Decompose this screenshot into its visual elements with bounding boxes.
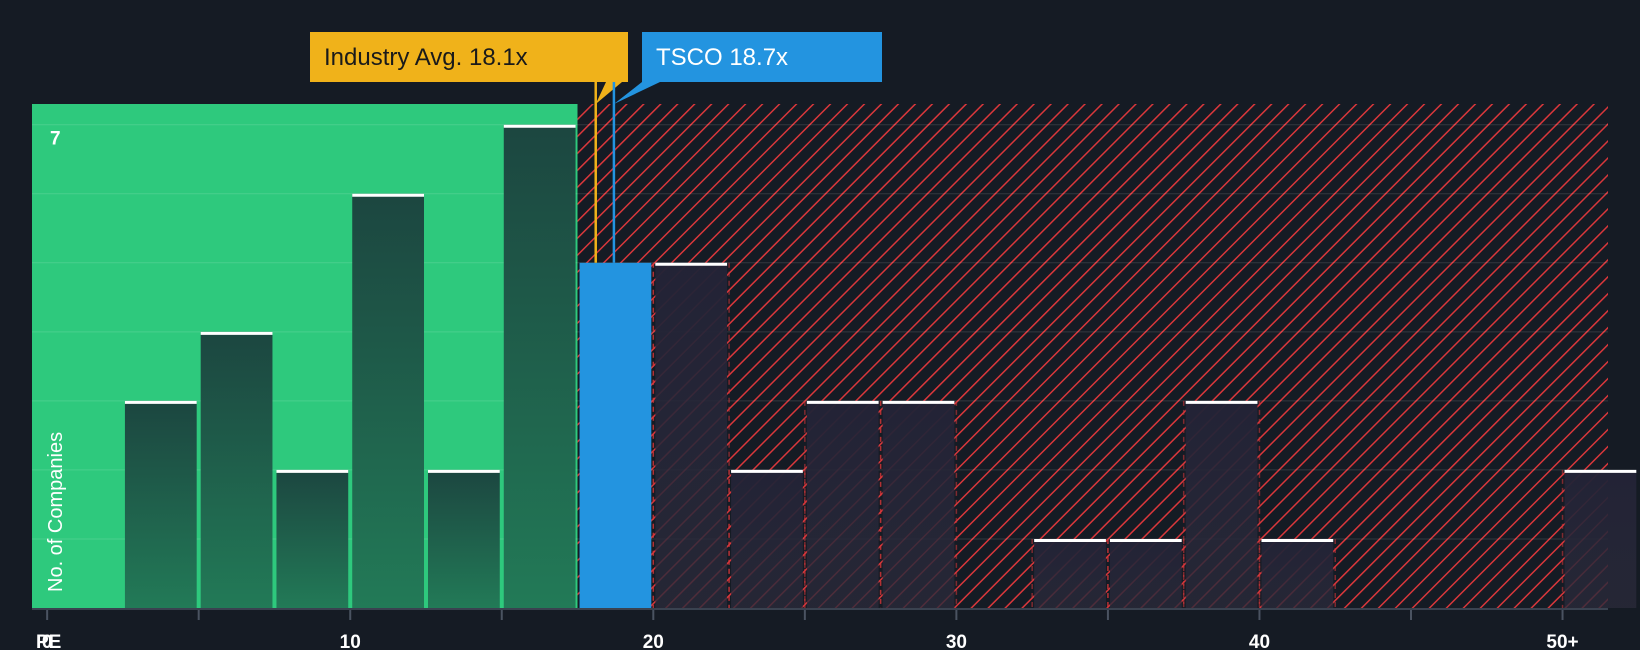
histogram-bar (124, 400, 197, 608)
x-axis-label: PE (36, 632, 61, 650)
histogram-bar (731, 469, 803, 608)
histogram-bar (579, 262, 652, 608)
x-tick-label: 0 (42, 632, 53, 650)
histogram-bar (352, 193, 424, 608)
histogram-bar (1185, 400, 1258, 608)
histogram-bar (806, 400, 879, 608)
histogram-bars (124, 124, 1637, 608)
industry-avg-marker: Industry Avg. 18.1x (310, 32, 628, 263)
x-tick-label: 10 (340, 632, 361, 650)
x-tick-label: 40 (1249, 632, 1270, 650)
histogram-bar (1034, 538, 1106, 608)
histogram-bar (882, 400, 955, 608)
histogram-bar (655, 262, 728, 608)
histogram-bar (1564, 469, 1637, 608)
value-markers: Industry Avg. 18.1x TSCO 18.7x (310, 32, 882, 263)
tsco-callout-label: TSCO 18.7x (656, 44, 788, 71)
x-tick-label: 50+ (1546, 632, 1578, 650)
tsco-callout (613, 32, 882, 104)
histogram-bar (1261, 538, 1334, 608)
x-axis: 0 10 20 30 40 50+ (42, 610, 1579, 650)
industry-avg-callout (310, 32, 628, 104)
tsco-marker: TSCO 18.7x (612, 32, 882, 263)
histogram-bar (503, 124, 576, 608)
x-tick-label: 30 (946, 632, 967, 650)
industry-avg-callout-label: Industry Avg. 18.1x (324, 44, 528, 71)
y-max-tick-label: 7 (50, 129, 61, 150)
histogram-bar (1109, 538, 1182, 608)
histogram-bar (428, 469, 500, 608)
histogram-bar (200, 331, 273, 608)
x-tick-label: 20 (643, 632, 664, 650)
y-axis-label: No. of Companies (45, 432, 67, 592)
histogram-bar (276, 469, 349, 608)
